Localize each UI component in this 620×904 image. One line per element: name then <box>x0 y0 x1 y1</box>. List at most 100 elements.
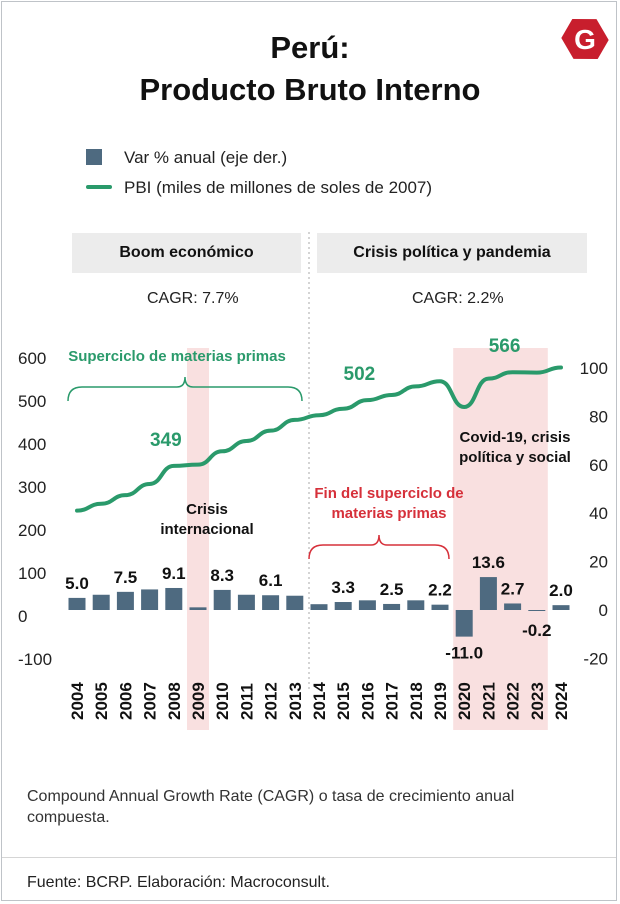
x-tick-2024: 2024 <box>552 682 571 720</box>
cagr-boom: CAGR: 7.7% <box>147 290 239 307</box>
x-tick-2020: 2020 <box>455 682 474 720</box>
x-tick-2016: 2016 <box>358 682 377 720</box>
right-axis-tick: 40 <box>589 504 608 523</box>
right-axis-tick: -20 <box>583 649 608 668</box>
right-axis-tick: 20 <box>589 553 608 572</box>
line-label-2008: 349 <box>150 430 182 451</box>
x-tick-2015: 2015 <box>334 682 353 720</box>
left-axis-tick: 600 <box>18 349 46 368</box>
brace-label-superciclo: Superciclo de materias primas <box>68 348 286 365</box>
bar-2016 <box>358 600 376 610</box>
x-tick-2017: 2017 <box>383 682 402 720</box>
bar-label-2021: 13.6 <box>472 553 505 572</box>
x-tick-2009: 2009 <box>189 682 208 720</box>
bar-2006 <box>116 591 134 610</box>
line-label-2022: 566 <box>489 336 521 357</box>
bar-2013 <box>286 595 304 610</box>
bar-2023 <box>528 610 546 611</box>
bar-2019 <box>431 604 449 610</box>
bar-label-2010: 8.3 <box>210 566 234 585</box>
bar-2022 <box>504 603 522 610</box>
x-tick-2021: 2021 <box>479 682 498 720</box>
left-axis-tick: 400 <box>18 435 46 454</box>
x-tick-2014: 2014 <box>310 682 329 720</box>
bar-label-2006: 7.5 <box>114 568 138 587</box>
x-tick-2023: 2023 <box>528 682 547 720</box>
bar-label-2012: 6.1 <box>259 571 283 590</box>
bar-2020 <box>455 610 473 637</box>
x-tick-2018: 2018 <box>407 682 426 720</box>
x-tick-2011: 2011 <box>237 683 256 720</box>
footer-divider <box>2 857 616 858</box>
gdp-line <box>75 365 563 513</box>
brace-label-fin-line2: materias primas <box>331 505 446 522</box>
x-tick-2004: 2004 <box>68 682 87 720</box>
bar-2010 <box>213 589 231 610</box>
annotation-crisis-line1: Crisis <box>186 501 228 518</box>
bar-2014 <box>310 604 328 610</box>
source-note: Fuente: BCRP. Elaboración: Macroconsult. <box>27 874 330 891</box>
svg-text:G: G <box>574 24 596 55</box>
bar-2007 <box>141 589 159 610</box>
legend-line-label: PBI (miles de millones de soles de 2007) <box>124 178 433 197</box>
gestion-logo: G <box>561 18 609 60</box>
annotation-crisis-line2: internacional <box>160 521 253 538</box>
left-axis-tick: 100 <box>18 564 46 583</box>
x-tick-2005: 2005 <box>92 682 111 720</box>
legend-item-line: PBI (miles de millones de soles de 2007) <box>86 178 432 198</box>
annotation-covid-line1: Covid-19, crisis <box>460 429 571 446</box>
bar-label-2017: 2.5 <box>380 580 404 599</box>
left-axis-tick: -100 <box>18 650 52 669</box>
bar-label-2022: 2.7 <box>501 579 525 598</box>
right-axis-tick: 80 <box>589 407 608 426</box>
left-axis-tick: 300 <box>18 478 46 497</box>
annotation-covid-line2: política y social <box>459 449 571 466</box>
bar-2009 <box>189 607 207 610</box>
x-tick-2010: 2010 <box>213 682 232 720</box>
cagr-footnote: Compound Annual Growth Rate (CAGR) o tas… <box>27 788 515 826</box>
bar-2021 <box>479 577 497 610</box>
bar-label-2004: 5.0 <box>65 574 89 593</box>
x-tick-2019: 2019 <box>431 682 450 720</box>
x-tick-2006: 2006 <box>116 682 135 720</box>
bar-2017 <box>383 603 401 610</box>
brace-fin-superciclo <box>308 534 450 560</box>
line-label-2016: 502 <box>344 364 376 385</box>
x-tick-2022: 2022 <box>504 682 523 720</box>
right-axis-tick: 100 <box>580 359 608 378</box>
x-tick-2008: 2008 <box>165 682 184 720</box>
cagr-crisis: CAGR: 2.2% <box>412 290 504 307</box>
shaded-period-1 <box>187 348 209 730</box>
right-axis-tick: 0 <box>599 601 608 620</box>
period-header-boom: Boom económico <box>72 233 301 273</box>
period-header-crisis: Crisis política y pandemia <box>317 233 587 273</box>
chart-title-line2: Producto Bruto Interno <box>139 72 481 107</box>
legend-line-swatch <box>86 185 112 189</box>
bar-label-2020: -11.0 <box>445 644 483 663</box>
gdp-chart: -100 0 100 200 300 400 500 600 -20 0 20 40 60 80 100 5.… <box>18 232 608 730</box>
shaded-period-2 <box>453 348 548 730</box>
bar-2018 <box>407 600 425 610</box>
bar-label-2024: 2.0 <box>549 581 573 600</box>
bar-2008 <box>165 587 183 610</box>
bar-label-2019: 2.2 <box>428 581 452 600</box>
bar-label-2023: -0.2 <box>522 621 551 640</box>
bar-2004 <box>68 597 86 610</box>
brace-label-fin-line1: Fin del superciclo de <box>314 485 463 502</box>
bar-2012 <box>262 595 280 610</box>
x-tick-2013: 2013 <box>286 682 305 720</box>
chart-title-line1: Perú: <box>270 30 350 65</box>
right-axis-tick: 60 <box>589 456 608 475</box>
left-axis-tick: 0 <box>18 607 27 626</box>
brace-superciclo <box>67 376 303 402</box>
legend-bar-swatch <box>86 149 102 165</box>
bar-2005 <box>92 594 110 610</box>
x-tick-2007: 2007 <box>141 682 160 720</box>
x-tick-2012: 2012 <box>262 682 281 720</box>
legend-bar-label: Var % anual (eje der.) <box>124 148 288 167</box>
left-axis-tick: 200 <box>18 521 46 540</box>
bar-label-2015: 3.3 <box>331 578 355 597</box>
bar-2015 <box>334 602 352 610</box>
bar-2024 <box>552 605 570 610</box>
